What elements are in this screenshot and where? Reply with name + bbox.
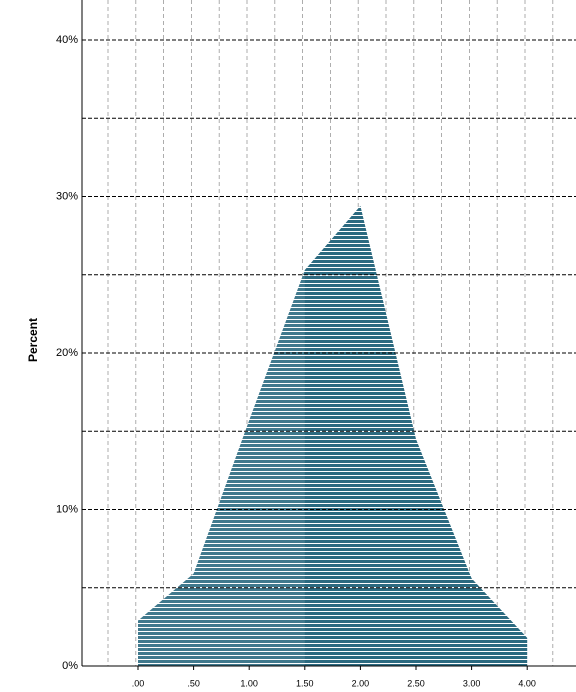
y-axis-label: Percent	[26, 318, 40, 362]
area-highlight	[138, 205, 305, 666]
x-tick-label: 1.00	[240, 678, 258, 688]
y-tick-label: 40%	[56, 34, 78, 46]
x-tick-label: 4.00	[518, 678, 536, 688]
x-tick-label: 3.00	[463, 678, 481, 688]
x-tick-label: 1.50	[296, 678, 314, 688]
y-tick-label: 0%	[62, 660, 78, 672]
y-tick-label: 20%	[56, 347, 78, 359]
x-tick-label: .00	[132, 678, 145, 688]
area	[138, 205, 528, 666]
y-tick-label: 30%	[56, 190, 78, 202]
x-tick-label: .50	[187, 678, 200, 688]
x-tick-label: 2.50	[407, 678, 425, 688]
y-tick-label: 10%	[56, 503, 78, 515]
x-tick-label: 2.00	[352, 678, 370, 688]
